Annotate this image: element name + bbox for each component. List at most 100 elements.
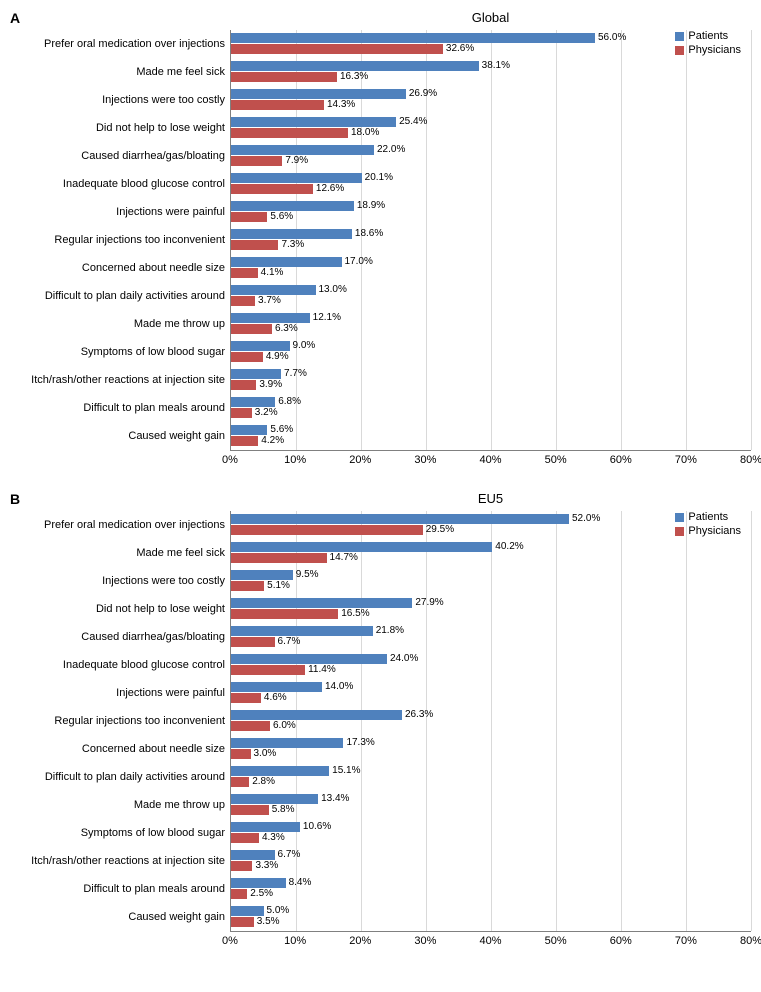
legend-text: Physicians [688, 525, 741, 537]
y-label: Difficult to plan daily activities aroun… [10, 282, 225, 310]
bar-label: 8.4% [286, 877, 312, 888]
bar-pair: 24.0% 11.4% [231, 651, 751, 679]
bar-patients: 20.1% [231, 173, 362, 183]
y-label: Caused weight gain [10, 422, 225, 450]
bar-physicians: 7.9% [231, 156, 282, 166]
bar-physicians: 3.0% [231, 749, 251, 759]
bar-patients: 25.4% [231, 117, 396, 127]
bar-label: 5.6% [267, 211, 293, 222]
bar-physicians: 3.9% [231, 380, 256, 390]
grid-line [751, 30, 752, 450]
bar-pair: 12.1%6.3% [231, 310, 751, 338]
bar-label: 22.0% [374, 144, 405, 155]
bar-label: 5.1% [264, 580, 290, 591]
x-tick: 20% [349, 935, 371, 947]
y-label: Made me feel sick [10, 539, 225, 567]
bar-physicians: 16.3% [231, 72, 337, 82]
bar-pair: 5.6%4.2% [231, 422, 751, 450]
bar-label: 11.4% [305, 664, 336, 675]
x-axis: 0%10%20%30%40%50%60%70%80% [230, 932, 751, 952]
bar-physicians: 14.7% [231, 553, 327, 563]
bar-label: 16.3% [337, 71, 368, 82]
y-label: Caused weight gain [10, 903, 225, 931]
legend: Patients Physicians [675, 511, 741, 539]
y-label: Concerned about needle size [10, 735, 225, 763]
panel-label: B [10, 491, 20, 507]
bar-patients: 13.0% [231, 285, 316, 295]
bar-label: 29.5% [423, 524, 454, 535]
bar-physicians: 29.5% [231, 525, 423, 535]
y-label: Itch/rash/other reactions at injection s… [10, 847, 225, 875]
y-label: Regular injections too inconvenient [10, 707, 225, 735]
bar-pair: 20.1%12.6% [231, 170, 751, 198]
bar-pair: 18.9%5.6% [231, 198, 751, 226]
bar-physicians: 4.1% [231, 268, 258, 278]
bar-pair: 21.8% 6.7% [231, 623, 751, 651]
bar-label: 6.0% [270, 720, 296, 731]
y-label: Injections were painful [10, 679, 225, 707]
x-tick: 70% [675, 454, 697, 466]
panel-A: AGlobalPrefer oral medication over injec… [10, 10, 751, 471]
bar-label: 5.8% [269, 804, 295, 815]
bar-label: 3.3% [252, 860, 278, 871]
chart-area: Prefer oral medication over injectionsMa… [10, 30, 751, 451]
legend-item: Patients [675, 511, 741, 523]
bar-label: 26.9% [406, 88, 437, 99]
bar-pair: 17.0%4.1% [231, 254, 751, 282]
bar-label: 21.8% [373, 625, 404, 636]
y-label: Difficult to plan daily activities aroun… [10, 763, 225, 791]
x-tick: 40% [479, 935, 501, 947]
bar-label: 9.0% [290, 340, 316, 351]
x-axis: 0%10%20%30%40%50%60%70%80% [230, 451, 751, 471]
x-tick: 40% [479, 454, 501, 466]
x-tick: 50% [545, 935, 567, 947]
bar-label: 17.0% [342, 256, 373, 267]
bar-patients: 27.9% [231, 598, 412, 608]
bar-physicians: 7.3% [231, 240, 278, 250]
y-label: Did not help to lose weight [10, 595, 225, 623]
bar-physicians: 6.7% [231, 637, 275, 647]
legend-text: Physicians [688, 44, 741, 56]
bar-physicians: 5.6% [231, 212, 267, 222]
bar-label: 27.9% [412, 597, 443, 608]
bar-label: 2.8% [249, 776, 275, 787]
y-label: Concerned about needle size [10, 254, 225, 282]
bar-patients: 22.0% [231, 145, 374, 155]
bar-pair: 25.4%18.0% [231, 114, 751, 142]
bar-label: 4.2% [258, 435, 284, 446]
bar-pair: 40.2%14.7% [231, 539, 751, 567]
bar-label: 7.9% [282, 155, 308, 166]
bar-pair: 17.3%3.0% [231, 735, 751, 763]
y-label: Caused diarrhea/gas/bloating [10, 623, 225, 651]
y-label: Did not help to lose weight [10, 114, 225, 142]
legend-text: Patients [688, 511, 728, 523]
x-tick: 0% [222, 454, 238, 466]
bar-patients: 15.1% [231, 766, 329, 776]
bar-pair: 7.7% 3.9% [231, 366, 751, 394]
y-label: Symptoms of low blood sugar [10, 338, 225, 366]
bar-label: 4.9% [263, 351, 289, 362]
bar-physicians: 3.5% [231, 917, 254, 927]
bar-patients: 9.0% [231, 341, 290, 351]
bar-label: 7.7% [281, 368, 307, 379]
bar-label: 24.0% [387, 653, 418, 664]
bar-patients: 17.3% [231, 738, 343, 748]
bar-physicians: 4.3% [231, 833, 259, 843]
legend: PatientsPhysicians [675, 30, 741, 58]
bar-pair: 10.6%4.3% [231, 819, 751, 847]
bar-label: 9.5% [293, 569, 319, 580]
y-label: Injections were too costly [10, 567, 225, 595]
bar-label: 26.3% [402, 709, 433, 720]
bar-pair: 56.0%32.6% [231, 30, 751, 58]
panel-title: Global [230, 10, 751, 25]
bar-pair: 5.0%3.5% [231, 903, 751, 931]
bar-patients: 26.9% [231, 89, 406, 99]
bar-label: 3.5% [254, 916, 280, 927]
bar-patients: 17.0% [231, 257, 342, 267]
bar-pair: 26.9%14.3% [231, 86, 751, 114]
bar-pair: 6.8%3.2% [231, 394, 751, 422]
bar-pair: 38.1%16.3% [231, 58, 751, 86]
bar-label: 4.6% [261, 692, 287, 703]
y-label: Difficult to plan meals around [10, 875, 225, 903]
x-tick: 10% [284, 935, 306, 947]
